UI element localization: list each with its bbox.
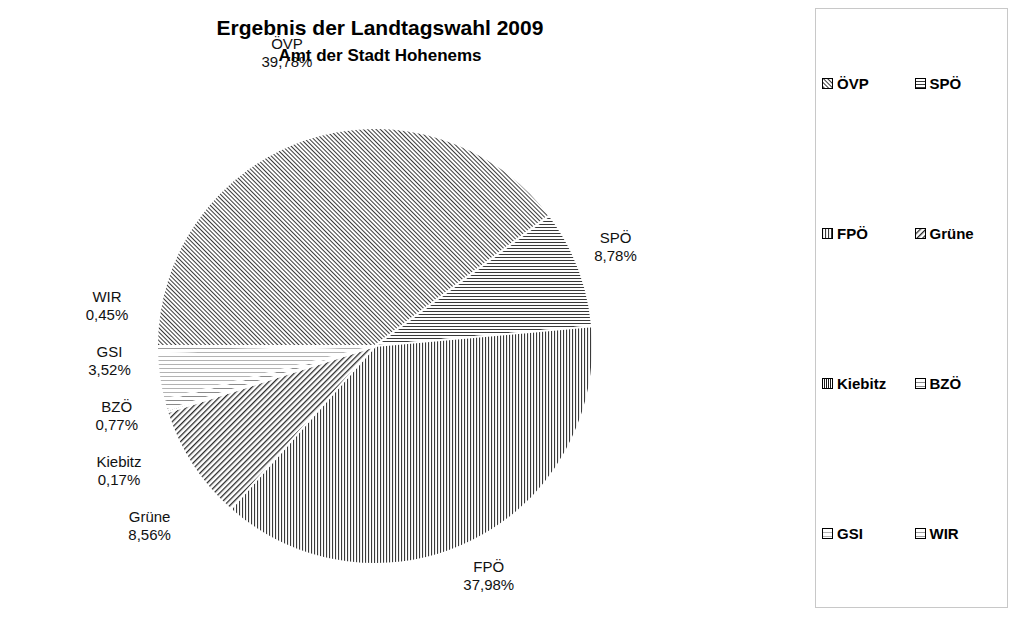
html-text:WIR: WIR [929,525,959,542]
html-text:GSI: GSI [837,525,863,542]
svg-text:WIR: WIR [92,288,121,305]
svg-text:0,45%: 0,45% [86,306,129,323]
svg-text:0,77%: 0,77% [96,416,139,433]
html-text:SPÖ: SPÖ [929,75,962,92]
svg-text:8,56%: 8,56% [128,526,171,543]
html-text:Grüne: Grüne [929,225,974,242]
svg-text:0,17%: 0,17% [98,471,141,488]
html-text:Amt der Stadt Hohenems: Amt der Stadt Hohenems [278,46,482,65]
svg-text:37,98%: 37,98% [463,576,514,593]
html-text:Ergebnis der Landtagswahl 2009: Ergebnis der Landtagswahl 2009 [216,16,544,39]
svg-text:BZÖ: BZÖ [101,398,132,415]
html-text:BZÖ: BZÖ [929,375,962,392]
svg-text:GSI: GSI [97,343,123,360]
svg-text:3,52%: 3,52% [88,361,131,378]
svg-text:SPÖ: SPÖ [600,229,632,246]
svg-text:Grüne: Grüne [129,508,171,525]
html-text:FPÖ: FPÖ [837,225,868,242]
svg-text:Kiebitz: Kiebitz [96,453,141,470]
svg-text:8,78%: 8,78% [594,247,637,264]
html-text:Kiebitz: Kiebitz [837,375,887,392]
svg-text:FPÖ: FPÖ [473,558,504,575]
html-text:ÖVP: ÖVP [837,75,869,92]
